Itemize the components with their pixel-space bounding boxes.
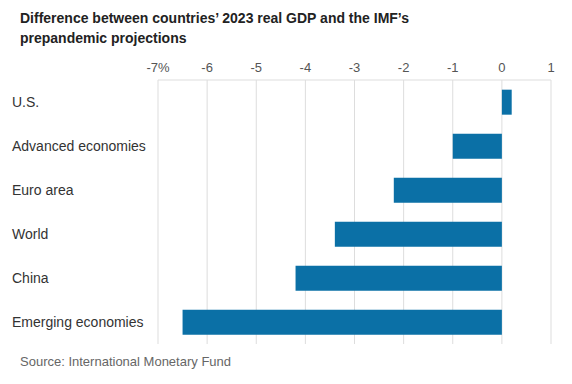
svg-text:Advanced economies: Advanced economies <box>12 138 146 154</box>
html-text:Difference between countries’: Difference between countries’ 2023 real … <box>20 10 409 46</box>
svg-text:-7%: -7% <box>146 60 170 75</box>
svg-text:-4: -4 <box>300 60 312 75</box>
svg-text:Emerging economies: Emerging economies <box>12 314 144 330</box>
svg-text:Euro area: Euro area <box>12 182 74 198</box>
svg-text:-5: -5 <box>250 60 262 75</box>
svg-text:World: World <box>12 226 48 242</box>
svg-text:-2: -2 <box>398 60 410 75</box>
svg-text:China: China <box>12 270 49 286</box>
svg-text:0: 0 <box>498 60 505 75</box>
svg-text:1: 1 <box>547 60 554 75</box>
svg-text:-1: -1 <box>447 60 459 75</box>
svg-text:-6: -6 <box>201 60 213 75</box>
svg-text:-3: -3 <box>349 60 361 75</box>
svg-text:U.S.: U.S. <box>12 94 39 110</box>
html-text:Source: International Monetary: Source: International Monetary Fund <box>20 354 231 369</box>
